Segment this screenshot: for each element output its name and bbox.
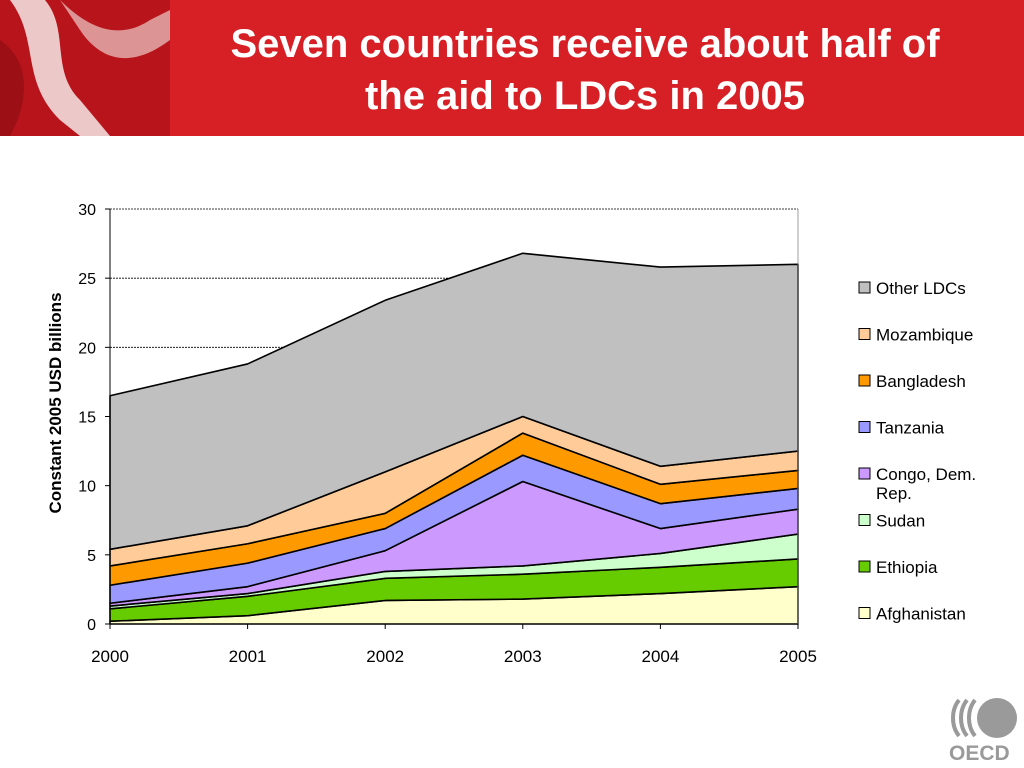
x-tick-label-2000: 2000 [91, 647, 129, 666]
legend-label-other-ldcs: Other LDCs [876, 279, 966, 298]
legend-swatch-mozambique [858, 328, 871, 340]
tick-labels: 0 5 10 15 20 25 30 2000 2001 2002 2003 2004 2005 [78, 202, 817, 666]
title-banner: Seven countries receive about half of th… [0, 0, 1024, 136]
legend-label-afghanistan: Afghanistan [876, 605, 966, 624]
legend-label-tanzania: Tanzania [876, 419, 945, 438]
oecd-logo-text: OECD [949, 742, 1010, 765]
legend-swatch-afghanistan [858, 607, 871, 619]
x-tick-label-2004: 2004 [641, 647, 679, 666]
x-tick-label-2005: 2005 [779, 647, 817, 666]
y-tick-label-10: 10 [78, 479, 96, 496]
legend-label-ethiopia: Ethiopia [876, 558, 938, 577]
legend-swatch-congo-dem-rep [858, 467, 871, 480]
slide-title-line-1: Seven countries receive about half of [230, 22, 940, 66]
area-series-group [109, 252, 799, 625]
axes [105, 208, 799, 629]
legend-swatch-sudan [858, 514, 871, 526]
y-tick-label-5: 5 [87, 548, 96, 565]
y-tick-label-20: 20 [78, 340, 96, 357]
legend-swatch-other-ldcs [858, 281, 871, 294]
y-tick-label-15: 15 [78, 410, 96, 427]
legend: Other LDCs Mozambique Bangladesh Tanzania Co… [858, 279, 976, 624]
legend-label-mozambique: Mozambique [876, 326, 973, 345]
legend-label-congo-dem-rep: Congo, Dem. Rep. [876, 465, 976, 503]
x-tick-label-2003: 2003 [504, 647, 542, 666]
y-tick-label-0: 0 [87, 617, 96, 634]
legend-label-sudan: Sudan [876, 512, 925, 531]
measuring-tape-decoration [0, 0, 170, 136]
legend-swatch-bangladesh [858, 374, 871, 387]
x-tick-label-2002: 2002 [366, 647, 404, 666]
slide-title: Seven countries receive about half of th… [150, 18, 1020, 122]
legend-swatch-ethiopia [858, 560, 871, 573]
legend-swatch-tanzania [858, 421, 871, 433]
legend-label-bangladesh: Bangladesh [876, 372, 966, 391]
y-tick-label-25: 25 [78, 271, 96, 288]
y-axis-label: Constant 2005 USD billions [46, 292, 65, 513]
x-tick-label-2001: 2001 [229, 647, 267, 666]
y-tick-label-30: 30 [78, 202, 96, 219]
slide-title-line-2: the aid to LDCs in 2005 [364, 74, 806, 118]
oecd-logo: OECD [949, 698, 1017, 765]
